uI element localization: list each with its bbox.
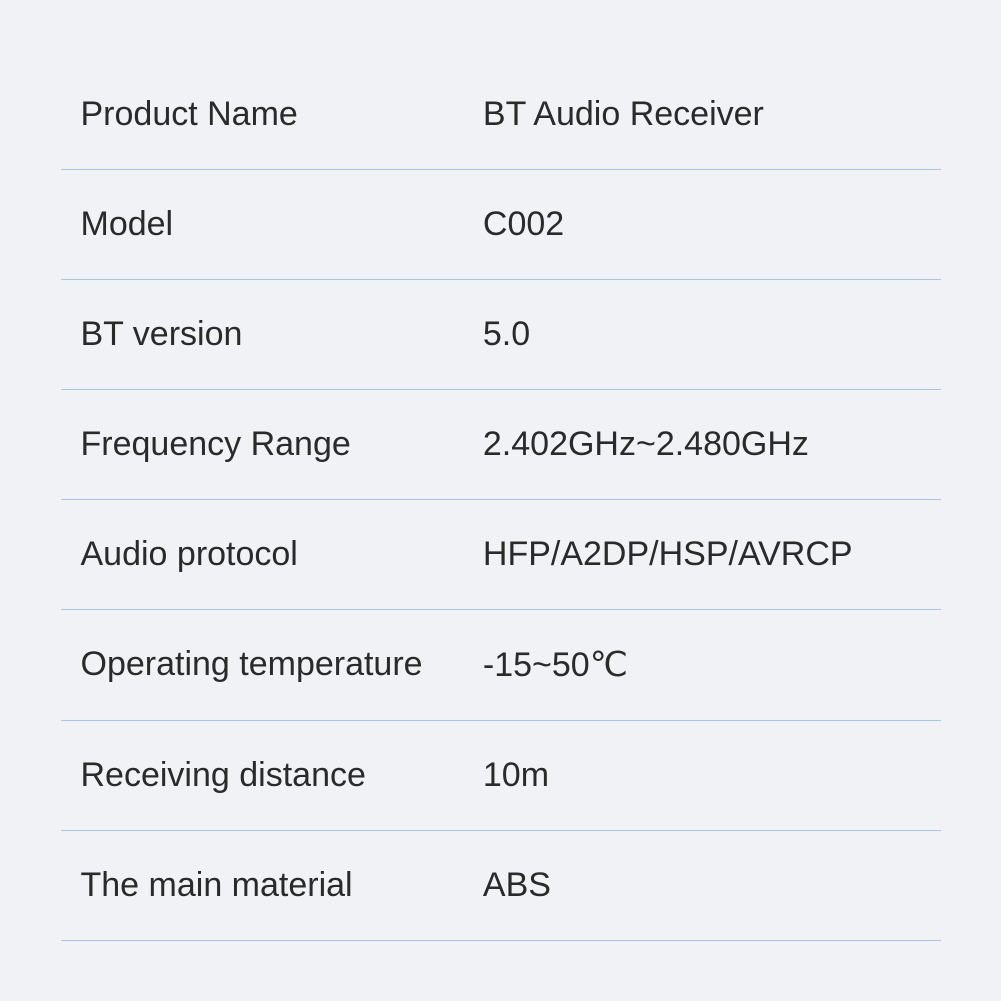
- table-row: Model C002: [61, 170, 941, 280]
- table-row: Operating temperature -15~50℃: [61, 610, 941, 721]
- table-row: Product Name BT Audio Receiver: [61, 60, 941, 170]
- specifications-table: Product Name BT Audio Receiver Model C00…: [61, 60, 941, 941]
- spec-label: The main material: [61, 866, 483, 905]
- spec-value: 2.402GHz~2.480GHz: [483, 425, 941, 464]
- table-row: Receiving distance 10m: [61, 721, 941, 831]
- spec-value: 10m: [483, 756, 941, 795]
- spec-label: Product Name: [61, 95, 483, 134]
- table-row: BT version 5.0: [61, 280, 941, 390]
- spec-label: Frequency Range: [61, 425, 483, 464]
- spec-value: C002: [483, 205, 941, 244]
- spec-label: Operating temperature: [61, 645, 483, 685]
- spec-label: Model: [61, 205, 483, 244]
- spec-value: BT Audio Receiver: [483, 95, 941, 134]
- spec-value: HFP/A2DP/HSP/AVRCP: [483, 535, 941, 574]
- table-row: Audio protocol HFP/A2DP/HSP/AVRCP: [61, 500, 941, 610]
- spec-label: Audio protocol: [61, 535, 483, 574]
- spec-value: 5.0: [483, 315, 941, 354]
- spec-value: -15~50℃: [483, 645, 941, 685]
- table-row: Frequency Range 2.402GHz~2.480GHz: [61, 390, 941, 500]
- spec-value: ABS: [483, 866, 941, 905]
- spec-label: Receiving distance: [61, 756, 483, 795]
- spec-label: BT version: [61, 315, 483, 354]
- table-row: The main material ABS: [61, 831, 941, 941]
